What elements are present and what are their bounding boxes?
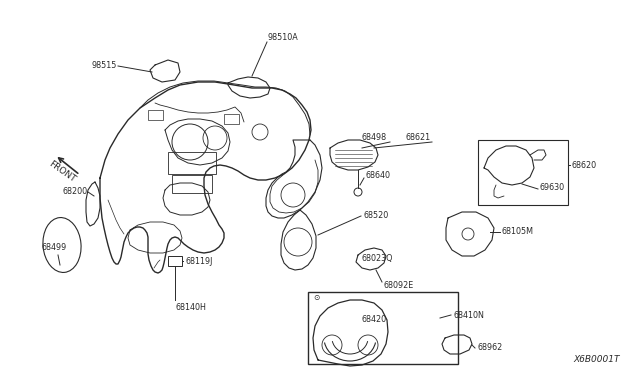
Text: 68498: 68498 [362,134,387,142]
Bar [148,110,163,120]
Text: 68105M: 68105M [502,227,534,235]
Text: 68620: 68620 [572,160,597,170]
Text: 98510A: 98510A [268,32,299,42]
Text: 68621: 68621 [405,134,430,142]
Text: 68119J: 68119J [185,257,212,266]
Text: 68520: 68520 [363,211,388,219]
Text: X6B0001T: X6B0001T [573,356,620,365]
Text: 68410N: 68410N [453,311,484,320]
Bar [172,175,212,193]
Bar [478,140,568,205]
Text: 68420: 68420 [362,315,387,324]
Text: FRONT: FRONT [47,160,77,185]
Text: 68023Q: 68023Q [362,253,394,263]
Bar [308,292,458,364]
Bar [168,256,182,266]
Text: 68962: 68962 [477,343,502,353]
Text: 98515: 98515 [92,61,117,71]
Bar [224,114,239,124]
Text: 68640: 68640 [366,171,391,180]
Text: ⊙: ⊙ [313,292,319,301]
Text: 68200: 68200 [63,187,88,196]
Text: 69630: 69630 [540,183,565,192]
Bar [168,152,216,174]
Text: 68092E: 68092E [383,280,413,289]
Text: 68499: 68499 [42,244,67,253]
Text: 68140H: 68140H [176,304,207,312]
